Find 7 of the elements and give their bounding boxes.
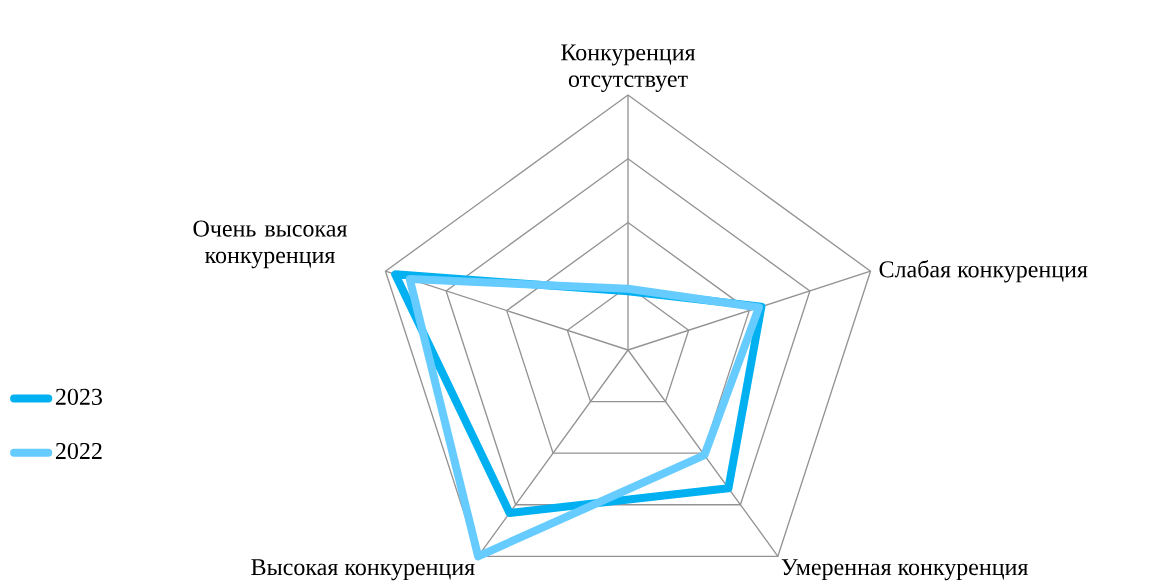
spoke-label: Конкуренция отсутствует [561,44,696,93]
spoke-label: Умеренная конкуренция [781,559,1028,581]
legend-label: 2023 [55,388,102,405]
spoke-label: Слабая конкуренция [879,260,1088,283]
spoke-label: Очень высокая конкуренция [193,220,348,269]
spoke-label: Высокая конкуренция [251,559,475,581]
legend-label: 2022 [55,442,102,460]
